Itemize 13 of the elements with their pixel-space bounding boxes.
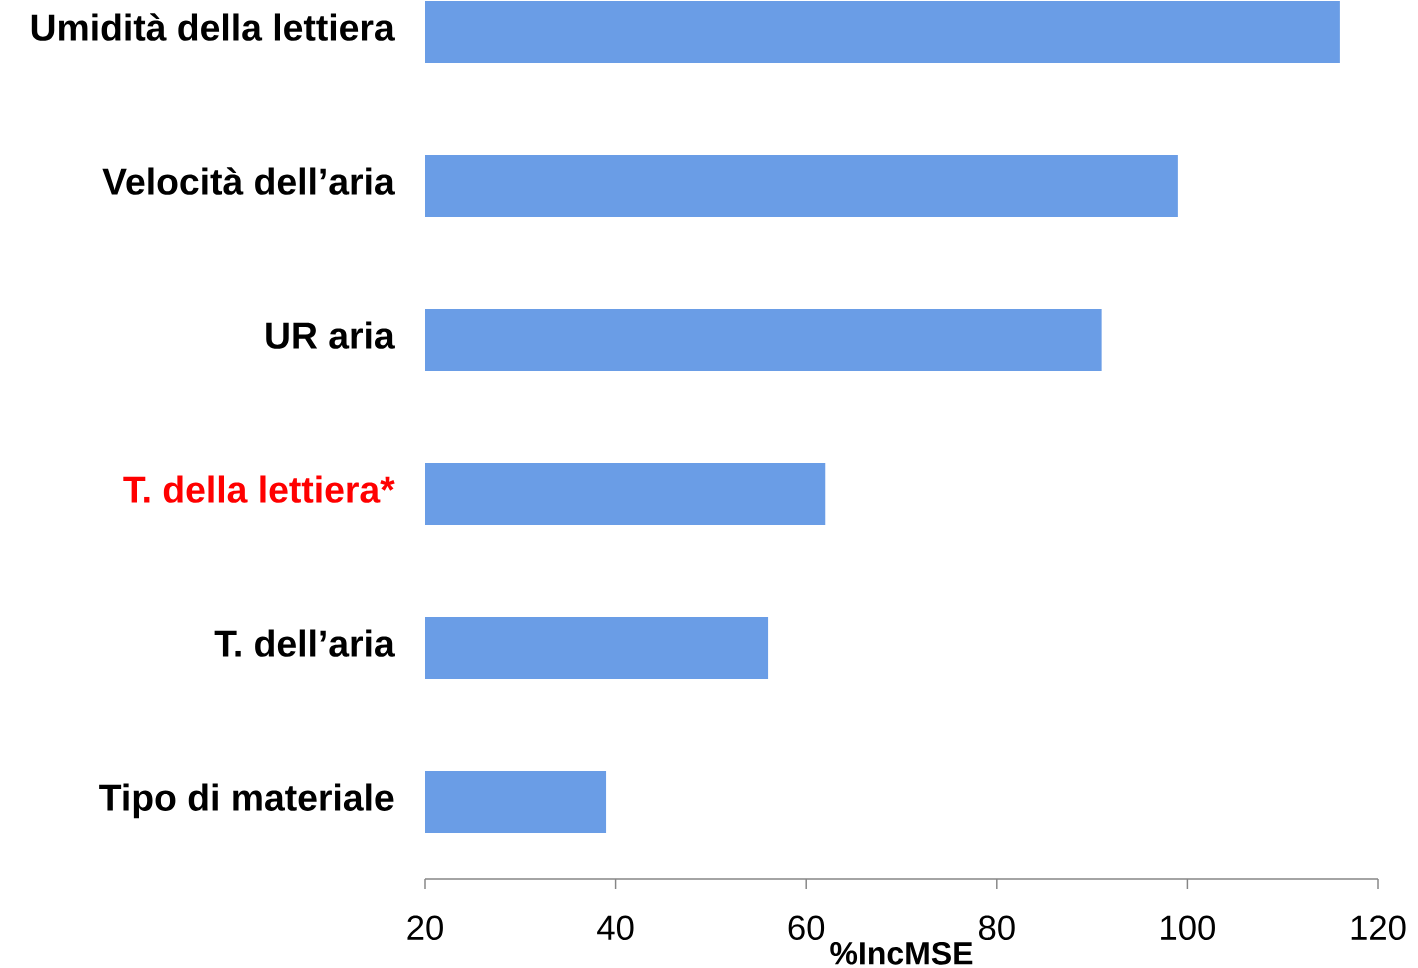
x-tick-label: 20 — [407, 915, 443, 940]
x-tick-label: 100 — [1161, 915, 1215, 940]
y-tick-label: Umidità della lettiera — [31, 13, 395, 41]
x-tick-label: 120 — [1351, 915, 1406, 940]
x-tick-label: 80 — [979, 915, 1015, 940]
x-tick-label: 40 — [597, 915, 634, 940]
y-tick-label: Velocità dell’aria — [102, 167, 395, 195]
y-tick-label: T. della lettiera* — [123, 475, 395, 503]
y-tick-label: T. dell’aria — [214, 629, 395, 657]
x-tick-label: 60 — [788, 915, 825, 940]
y-tick-label: UR aria — [266, 321, 395, 349]
x-axis-title: %IncMSE — [830, 942, 973, 965]
y-tick-label: Tipo di materiale — [99, 783, 394, 819]
